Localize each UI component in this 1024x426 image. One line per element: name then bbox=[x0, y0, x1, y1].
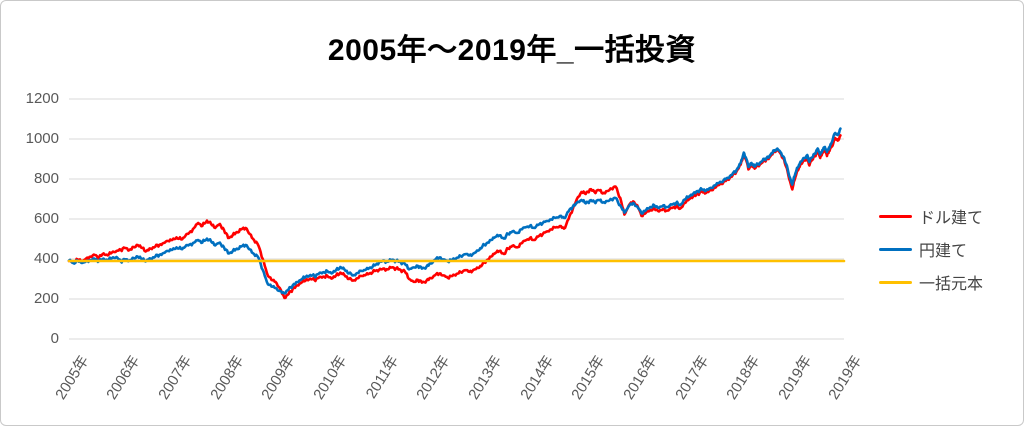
y-axis-label: 800 bbox=[33, 170, 59, 187]
legend-item-principal: 一括元本 bbox=[879, 271, 983, 293]
legend-label-usd: ドル建て bbox=[919, 210, 984, 227]
legend-swatch-principal bbox=[879, 280, 912, 284]
legend-item-usd: ドル建て bbox=[879, 205, 983, 227]
legend-label-principal: 一括元本 bbox=[919, 276, 984, 293]
y-axis-label: 1000 bbox=[25, 130, 59, 147]
legend-swatch-jpy bbox=[879, 247, 912, 251]
chart-title: 2005年～2019年_一括投資 bbox=[327, 34, 697, 67]
y-axis-label: 0 bbox=[50, 330, 59, 347]
series-lines bbox=[67, 127, 846, 300]
y-axis-label: 200 bbox=[33, 290, 59, 307]
y-axis-label: 400 bbox=[33, 250, 59, 267]
legend-label-jpy: 円建て bbox=[919, 243, 968, 260]
series-line-usd bbox=[67, 134, 842, 300]
y-axis-label: 600 bbox=[33, 210, 59, 227]
series-line-jpy bbox=[67, 127, 842, 295]
legend-swatch-usd bbox=[879, 214, 912, 218]
legend: ドル建て 円建て 一括元本 bbox=[879, 205, 983, 293]
legend-item-jpy: 円建て bbox=[879, 238, 983, 260]
gridlines bbox=[69, 98, 844, 340]
y-axis-label: 1200 bbox=[25, 90, 59, 107]
